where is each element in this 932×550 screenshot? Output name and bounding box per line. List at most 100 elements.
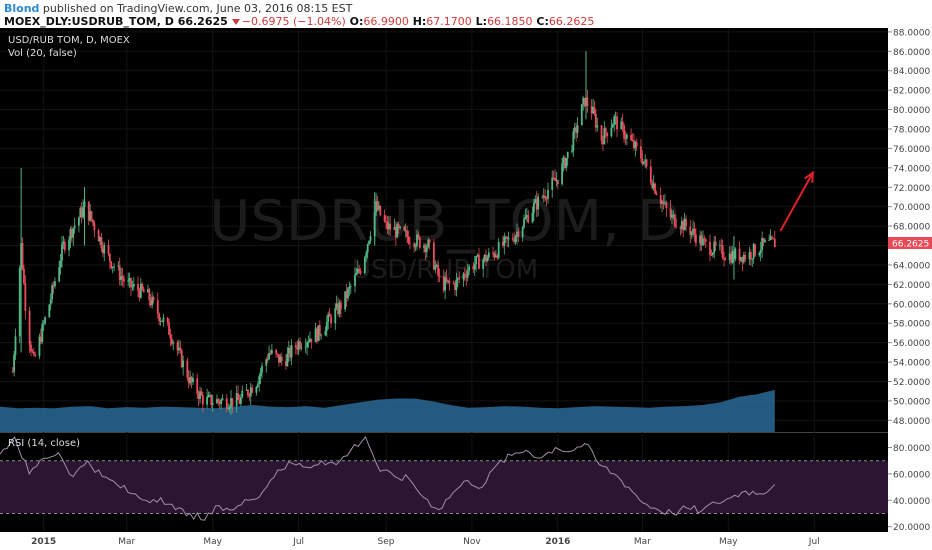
candle-body xyxy=(645,159,648,167)
candle-body xyxy=(348,286,351,289)
candle-body xyxy=(42,323,45,325)
candle-body xyxy=(307,341,310,343)
candle-body xyxy=(378,205,380,210)
candle-body xyxy=(309,338,311,342)
candle-body xyxy=(665,202,668,209)
candle-body xyxy=(287,347,290,354)
candle-body xyxy=(268,352,270,360)
candle-body xyxy=(275,349,278,354)
candle-body xyxy=(77,217,80,226)
candle-body xyxy=(51,285,54,300)
candle-body xyxy=(299,341,301,349)
candle-body xyxy=(256,384,259,388)
candle-body xyxy=(533,203,535,213)
candle-body xyxy=(366,244,369,253)
candle-body xyxy=(379,205,382,216)
candle-body xyxy=(151,296,154,306)
candle-body xyxy=(507,237,510,240)
high-value: 67.1700 xyxy=(426,15,472,28)
candle-body xyxy=(192,378,194,383)
candle-body xyxy=(502,242,504,246)
candle-body xyxy=(196,378,199,394)
price-scale[interactable] xyxy=(888,28,932,532)
candle-body xyxy=(354,274,356,287)
candle-body xyxy=(80,208,83,218)
candle-body xyxy=(30,344,32,352)
candle-body xyxy=(111,266,114,268)
price-tick-label: 52.0000 xyxy=(893,378,930,388)
arrow-head[interactable] xyxy=(804,170,814,183)
price-tick-label: 84.0000 xyxy=(893,67,930,77)
candle-body xyxy=(21,243,24,270)
candle-body xyxy=(117,265,120,267)
candle-body xyxy=(368,240,370,245)
candle-body xyxy=(90,211,93,220)
author-link[interactable]: Blond xyxy=(4,2,40,15)
time-tick-label: Nov xyxy=(463,537,481,547)
candle-body xyxy=(482,259,485,270)
candle-body xyxy=(662,201,665,204)
candle-body xyxy=(316,328,318,342)
candle-body xyxy=(649,166,652,183)
candle-series xyxy=(11,51,776,415)
candle-body xyxy=(359,270,362,274)
candle-body xyxy=(245,390,248,391)
candle-body xyxy=(132,283,135,287)
rsi-band xyxy=(0,460,888,514)
candle-body xyxy=(580,104,583,126)
candle-body xyxy=(444,277,447,291)
candle-body xyxy=(334,308,337,324)
price-tick-label: 68.0000 xyxy=(893,223,930,233)
candle-body xyxy=(393,227,396,230)
candle-body xyxy=(118,265,121,280)
candle-body xyxy=(751,258,754,260)
candle-body xyxy=(425,247,428,253)
candle-body xyxy=(673,214,676,227)
candle-body xyxy=(414,245,417,248)
projection-arrow[interactable] xyxy=(779,170,814,232)
candle-body xyxy=(340,302,342,310)
candle-body xyxy=(447,280,449,282)
candle-body xyxy=(89,211,92,221)
candle-body xyxy=(328,313,331,317)
candle-body xyxy=(142,289,145,293)
candle-body xyxy=(387,223,390,230)
candle-body xyxy=(586,97,589,107)
candle-body xyxy=(356,268,359,274)
candle-body xyxy=(306,342,308,347)
publish-line: Blond published on TradingView.com, June… xyxy=(4,2,352,15)
last-price-badge-label: 66.2625 xyxy=(892,239,929,249)
candle-body xyxy=(634,142,637,149)
candle-body xyxy=(594,114,597,128)
arrow-shaft[interactable] xyxy=(779,172,814,232)
time-scale[interactable] xyxy=(0,532,932,550)
candle-body xyxy=(554,177,556,181)
candle-body xyxy=(754,244,756,256)
candle-body xyxy=(718,244,721,246)
candle-body xyxy=(270,349,273,354)
candle-body xyxy=(752,244,755,259)
candle-body xyxy=(761,237,764,250)
candle-body xyxy=(485,254,487,262)
candle-body xyxy=(561,163,563,185)
candle-body xyxy=(723,257,725,260)
main-pane xyxy=(0,28,888,432)
candle-body xyxy=(600,125,603,141)
candle-body xyxy=(679,227,682,229)
candle-body xyxy=(70,228,73,238)
candle-body xyxy=(651,182,654,189)
candle-body xyxy=(62,241,65,245)
candle-body xyxy=(709,241,711,255)
candle-body xyxy=(399,226,401,228)
axis-labels: 48.0000 50.0000 52.0000 54.0000 56.0000 58.00… xyxy=(31,28,932,547)
candle-body xyxy=(623,125,625,139)
candle-body xyxy=(741,256,744,263)
candle-body xyxy=(644,159,647,162)
candle-body xyxy=(566,151,569,158)
candle-body xyxy=(365,252,368,258)
candle-body xyxy=(237,393,239,400)
candle-body xyxy=(523,218,525,228)
candle-body xyxy=(349,286,352,288)
candle-body xyxy=(297,341,300,350)
